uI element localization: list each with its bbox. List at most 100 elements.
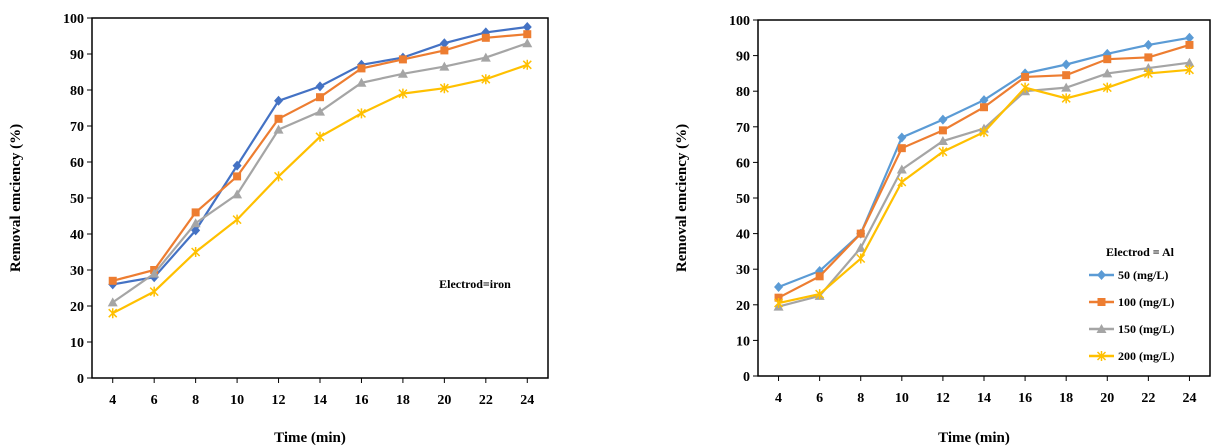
data-point <box>523 30 532 39</box>
legend-swatch-marker <box>1096 351 1107 361</box>
x-tick-label: 4 <box>775 391 782 406</box>
data-point <box>191 225 201 236</box>
y-tick-label: 80 <box>70 84 84 99</box>
data-point <box>481 33 490 42</box>
data-point <box>774 298 784 309</box>
legend-entry-label: 50 (mg/L) <box>1118 268 1168 282</box>
data-point <box>149 286 159 297</box>
data-point <box>980 103 988 112</box>
data-point <box>232 214 242 225</box>
series-2 <box>774 40 1194 302</box>
y-tick-label: 30 <box>70 264 84 279</box>
data-point <box>191 247 201 257</box>
data-point <box>815 289 825 300</box>
chart-1: 0 10 20 30 40 50 60 70 80 90 100 4 6 8 10 12 14 16 18 20 22 2… <box>8 12 549 446</box>
data-point <box>233 172 242 181</box>
y-tick-label: 60 <box>736 156 750 171</box>
data-point <box>1184 32 1194 43</box>
data-point <box>1144 53 1153 62</box>
data-point <box>439 61 450 71</box>
x-tick-label: 4 <box>109 393 116 408</box>
series-line <box>778 43 1190 299</box>
y-tick-label: 0 <box>743 370 750 385</box>
x-tick-label: 14 <box>313 393 327 408</box>
data-point <box>1021 72 1030 81</box>
data-point <box>938 126 947 135</box>
data-point <box>1102 82 1112 93</box>
x-tick-label: 14 <box>977 391 991 406</box>
x-tick-label: 16 <box>354 393 368 408</box>
plot-area-frame <box>91 17 549 379</box>
data-point <box>440 46 449 55</box>
x-tick-label: 8 <box>192 393 199 408</box>
y-axis-title: Removal emciency (%) <box>8 124 24 272</box>
data-point <box>108 308 118 319</box>
data-point <box>481 74 491 85</box>
data-point <box>315 81 325 92</box>
data-point <box>190 218 201 228</box>
data-point <box>855 242 866 252</box>
legend-swatch-marker <box>1097 270 1106 280</box>
x-tick-label: 6 <box>816 391 823 406</box>
data-point <box>979 95 989 106</box>
data-point <box>274 95 284 106</box>
data-point <box>316 93 324 102</box>
x-tick-label: 10 <box>895 391 909 406</box>
y-tick-label: 90 <box>736 50 750 65</box>
data-point <box>232 189 243 199</box>
data-point <box>397 68 408 78</box>
data-point <box>274 114 283 123</box>
y-axis-title: Removal emciency (%) <box>674 124 690 272</box>
data-point <box>1061 93 1071 104</box>
x-tick-label: 16 <box>1018 391 1032 406</box>
series-2 <box>108 30 532 285</box>
y-tick-label: 90 <box>70 48 84 63</box>
data-point <box>439 38 449 49</box>
data-point <box>356 108 366 119</box>
data-point <box>1143 68 1153 79</box>
data-point <box>356 77 367 87</box>
data-point <box>1062 71 1071 80</box>
data-point <box>108 276 117 285</box>
data-point <box>522 38 533 48</box>
legend-entry-label: 100 (mg/L) <box>1118 295 1174 309</box>
data-point <box>897 144 906 153</box>
x-axis-title: Time (min) <box>274 430 346 446</box>
legend-swatch-marker <box>1096 324 1107 333</box>
data-point <box>1061 82 1072 92</box>
data-point <box>897 176 907 187</box>
data-point <box>439 83 449 94</box>
data-point <box>398 88 408 99</box>
legend-entry-label: 150 (mg/L) <box>1118 322 1174 336</box>
data-point <box>856 253 866 264</box>
x-tick-label: 24 <box>520 393 534 408</box>
data-point <box>1143 39 1153 50</box>
legend: Electrod = Al 50 (mg/L) 100 (mg/L) 150 (mg/… <box>1089 245 1175 363</box>
x-tick-label: 22 <box>479 393 493 408</box>
series-line <box>112 33 528 282</box>
x-tick-label: 20 <box>1100 391 1114 406</box>
data-point <box>398 55 407 64</box>
data-point <box>937 136 948 146</box>
x-tick-label: 12 <box>272 393 286 408</box>
y-tick-label: 80 <box>736 85 750 100</box>
data-point <box>1185 40 1194 49</box>
y-tick-label: 20 <box>70 300 84 315</box>
data-point <box>107 297 118 307</box>
data-point <box>1184 64 1194 75</box>
y-tick-label: 70 <box>70 120 84 135</box>
data-point <box>191 208 200 217</box>
data-point <box>979 127 989 138</box>
data-point <box>1103 55 1112 64</box>
data-point <box>1184 57 1195 67</box>
y-tick-label: 60 <box>70 156 84 171</box>
series-4 <box>774 64 1194 309</box>
x-tick-label: 22 <box>1141 391 1155 406</box>
x-tick-label: 18 <box>1059 391 1073 406</box>
data-point <box>273 124 284 134</box>
y-tick-label: 40 <box>70 228 84 243</box>
data-point <box>480 52 491 62</box>
data-point <box>315 106 325 116</box>
x-tick-label: 18 <box>396 393 410 408</box>
